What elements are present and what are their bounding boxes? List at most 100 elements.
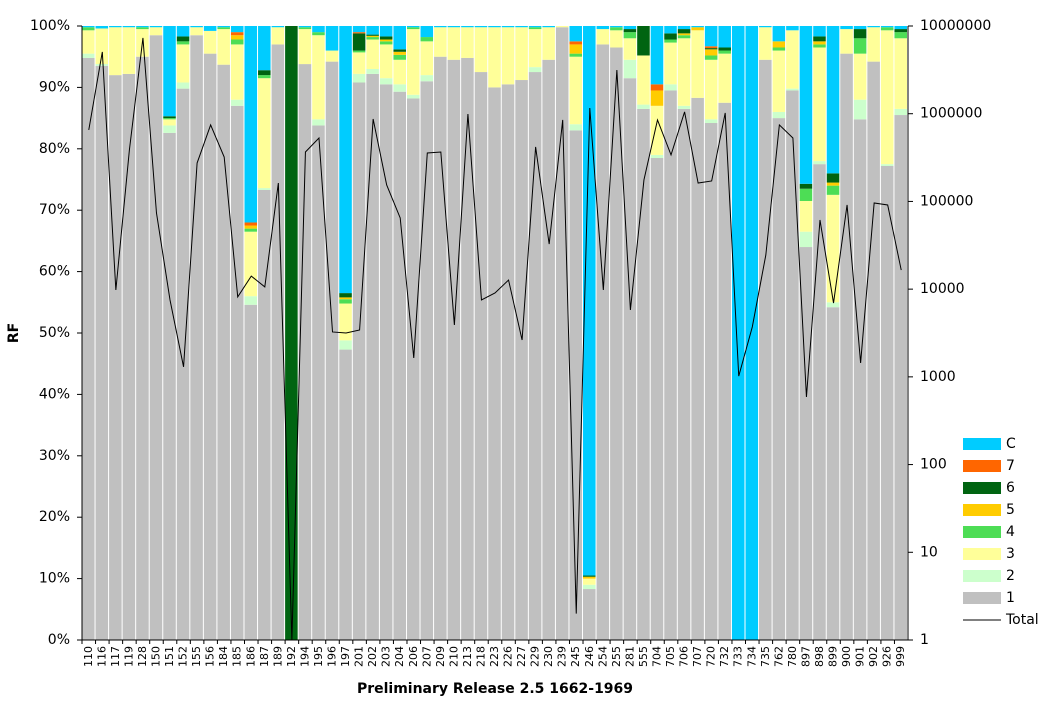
bar-segment (623, 32, 637, 39)
legend-label: 7 (1006, 458, 1015, 474)
bar-segment (691, 27, 704, 31)
bar-segment (176, 44, 190, 83)
bar-segment (109, 26, 122, 28)
bar-segment (406, 94, 420, 99)
bar-segment (447, 59, 461, 640)
bar-segment (759, 59, 772, 640)
bar-segment (312, 125, 325, 640)
bar-segment (759, 26, 772, 28)
x-tick-label: 704 (650, 646, 663, 667)
bar-segment (176, 26, 190, 37)
bar-segment (163, 132, 176, 640)
bar-segment (352, 52, 366, 74)
bar-segment (244, 231, 258, 297)
bar-segment (379, 44, 393, 79)
bar-segment (420, 81, 434, 640)
bar-segment (434, 27, 447, 57)
bar-segment (867, 61, 880, 640)
bar-segment (230, 26, 244, 33)
bar-segment (569, 53, 583, 57)
bar-segment (853, 38, 867, 54)
bar-segment (759, 27, 772, 60)
bar-segment (298, 64, 312, 641)
bar-segment (704, 48, 718, 50)
bar-segment (799, 188, 813, 201)
bar-segment (461, 57, 474, 641)
bar-segment (569, 56, 583, 125)
bar-segment (610, 47, 623, 641)
bar-segment (217, 29, 230, 65)
bar-segment (258, 188, 271, 190)
bar-segment (853, 119, 867, 640)
bar-segment (136, 56, 149, 640)
legend-label: 6 (1006, 480, 1015, 496)
bar-segment (203, 26, 217, 31)
bar-segment (583, 26, 596, 576)
bar-segment (258, 70, 271, 76)
bar-segment (163, 26, 176, 117)
bar-segment (352, 33, 366, 51)
bar-segment (488, 26, 501, 28)
bar-segment (136, 27, 149, 30)
bar-segment (840, 53, 853, 640)
bar-segment (813, 47, 826, 162)
bar-segment (623, 29, 637, 33)
bar-segment (664, 33, 677, 40)
bar-segment (515, 26, 528, 28)
bar-segment (122, 27, 136, 74)
y-tick-label: 10% (39, 571, 70, 587)
x-tick-label: 152 (177, 646, 190, 667)
x-tick-label: 210 (447, 646, 460, 667)
bar-segment (623, 59, 637, 79)
bar-segment (379, 78, 393, 85)
bar-segment (244, 26, 258, 223)
bar-segment (880, 30, 894, 165)
bar-segment (894, 26, 907, 30)
x-tick-label: 185 (231, 646, 244, 667)
x-tick-label: 184 (217, 646, 230, 667)
x-tick-label: 900 (840, 646, 853, 667)
bar-segment (203, 30, 217, 54)
legend-swatch (963, 482, 1001, 494)
bar-segment (393, 51, 406, 55)
bar-segment (718, 102, 731, 640)
bar-segment (176, 36, 190, 42)
bar-segment (583, 578, 596, 585)
bar-segment (339, 303, 352, 341)
bar-segment (704, 49, 718, 56)
bar-segment (420, 37, 434, 42)
x-tick-label: 117 (109, 646, 122, 667)
bar-segment (271, 27, 285, 45)
bar-segment (217, 27, 230, 30)
bar-segment (434, 56, 447, 640)
bar-segment (163, 125, 176, 133)
bar-segment (813, 36, 826, 42)
bar-segment (393, 84, 406, 92)
bar-segment (393, 54, 406, 60)
legend-label: 2 (1006, 568, 1015, 584)
legend-label: 4 (1006, 524, 1015, 540)
x-tick-label: 155 (190, 646, 203, 667)
legend-label: C (1006, 436, 1016, 452)
bar-segment (109, 27, 122, 76)
bar-segment (772, 26, 786, 42)
x-tick-label: 110 (82, 646, 95, 667)
bar-segment (867, 27, 880, 62)
bar-segment (379, 36, 393, 40)
bar-segment (488, 87, 501, 640)
bar-segment (853, 26, 867, 30)
legend-swatch (963, 460, 1001, 472)
bar-segment (664, 39, 677, 43)
legend-label: 3 (1006, 546, 1015, 562)
bar-segment (704, 123, 718, 640)
bar-segment (82, 27, 95, 31)
bar-segment (393, 59, 406, 85)
bar-segment (149, 27, 163, 36)
x-tick-label: 707 (691, 646, 704, 667)
bar-segment (406, 27, 420, 30)
bar-segment (366, 35, 379, 38)
bar-segment (826, 185, 840, 195)
bar-segment (420, 41, 434, 76)
bar-segment (880, 26, 894, 28)
bar-segment (583, 589, 596, 640)
